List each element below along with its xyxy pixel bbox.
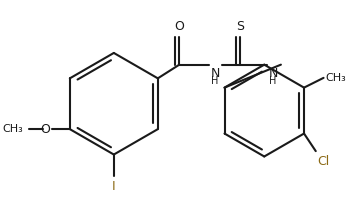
Text: H: H [211,76,218,86]
Text: H: H [269,76,276,86]
Text: O: O [40,123,50,136]
Text: S: S [236,20,244,33]
Text: O: O [174,20,184,33]
Text: CH₃: CH₃ [2,124,23,134]
Text: Cl: Cl [318,155,330,168]
Text: N: N [211,67,220,80]
Text: N: N [269,67,279,80]
Text: CH₃: CH₃ [325,73,346,83]
Text: I: I [112,180,116,193]
